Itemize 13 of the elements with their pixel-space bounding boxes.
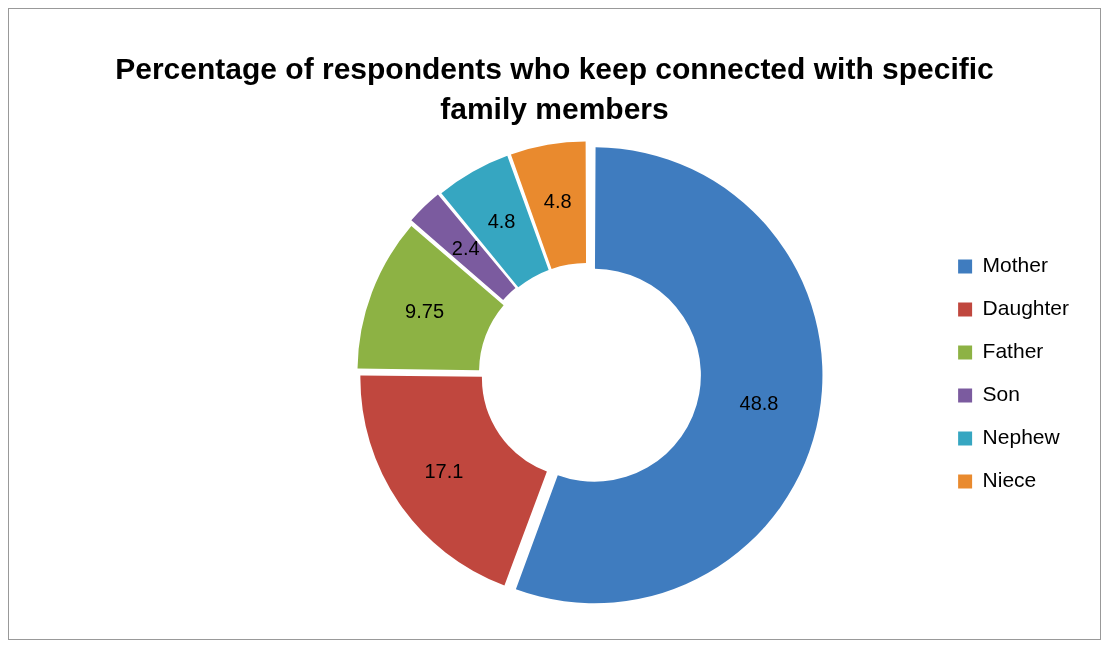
chart-title: Percentage of respondents who keep connected with specific family members	[114, 51, 995, 127]
data-label: 48.8	[739, 392, 779, 415]
legend-label: Daughter	[982, 296, 1070, 320]
data-label: 9.75	[405, 299, 445, 322]
legend-label: Mother	[982, 253, 1048, 277]
legend-label: Niece	[982, 468, 1037, 492]
data-label: 4.8	[543, 189, 572, 212]
legend-label: Son	[982, 382, 1020, 406]
data-label: 17.1	[424, 460, 464, 483]
legend-label: Father	[982, 339, 1044, 363]
data-label: 4.8	[487, 209, 516, 232]
data-label: 2.4	[451, 236, 480, 259]
legend-label: Nephew	[982, 425, 1061, 449]
